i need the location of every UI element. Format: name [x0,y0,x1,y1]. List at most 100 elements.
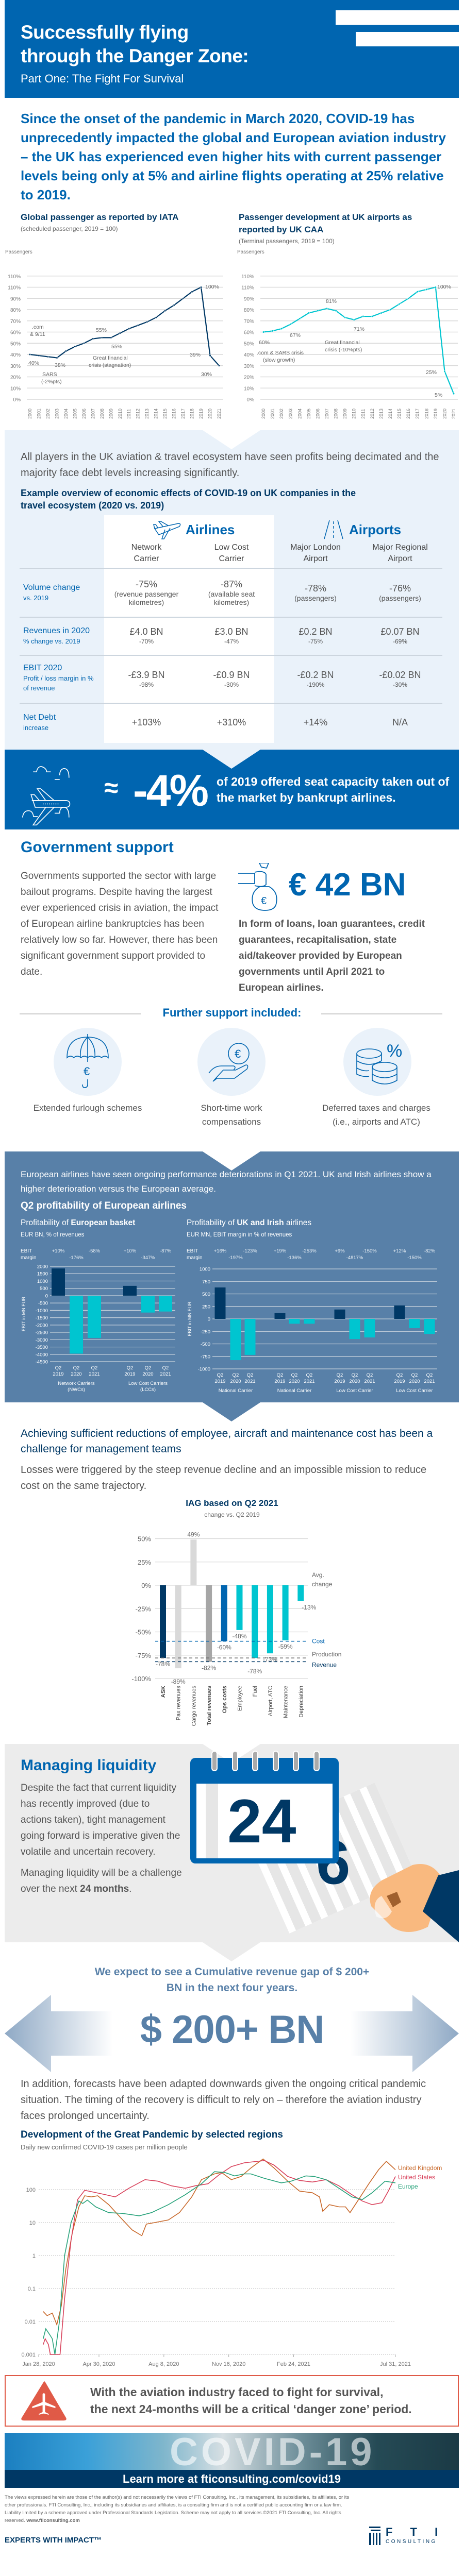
airlines-column-bg [104,515,274,743]
data-point [416,291,419,293]
page-subtitle: Part One: The Fight For Survival [21,72,184,85]
group-label: (NWCs) [68,1387,85,1393]
margin-value: -150% [362,1248,377,1254]
x-tick-label: 2013 [378,409,384,419]
data-label: -59% [278,1643,293,1650]
y-tick-label: 2000 [37,1264,48,1270]
x-tick-label: 2015 [397,409,402,419]
further-support-item: Short-time work compensations [201,1103,262,1127]
uk-caa-passenger-chart: Passengers 0% 10% 20% 30% 40% 50% 60% 70% 80% 90% 1… [237,249,458,419]
data-point [191,291,193,293]
fti-logo-mark-icon [369,2527,380,2545]
x-tick-label: Airport, ATC [268,1686,274,1716]
y-tick-label: 10% [244,386,254,392]
data-point [146,320,148,324]
coins-percent-icon: % [356,1041,402,1084]
x-tick-label: Cargo revenues [191,1686,197,1726]
taxes-icon-circle: % [343,1028,411,1096]
y-tick-label: 0% [247,397,255,403]
chart-subtitle: Daily new confirmed COVID-19 cases per m… [21,2143,188,2151]
data-point [119,332,121,334]
x-tick-label: Feb 24, 2021 [277,2361,310,2367]
further-support-item: Extended furlough schemes [33,1103,142,1113]
category-label: 2021 [160,1371,171,1377]
x-tick-label: Fuel [252,1686,258,1697]
row-divider [20,617,442,618]
airplane-icon [153,521,181,539]
axis-title: Passengers [5,249,32,255]
table-cell: +14% [303,717,328,727]
data-point [380,312,383,314]
bar [304,1319,315,1324]
data-point [434,286,437,289]
x-tick-label: 2021 [451,409,456,419]
table-cell: +310% [217,717,246,727]
data-point [443,370,446,372]
category-label: Q2 [352,1372,358,1378]
y-tick-label: 110% [241,274,254,280]
data-label: -82% [202,1664,216,1671]
x-tick-label: 2010 [352,409,357,419]
column-header: Network Carrier [131,543,162,563]
x-tick-label: 2002 [279,409,284,419]
y-tick-label: -250 [201,1329,210,1335]
bar [175,1585,181,1669]
y-tick-label: 80% [244,308,254,313]
data-point [200,286,203,289]
x-tick-label: 2011 [126,409,131,419]
bar [394,1305,405,1319]
y-tick-label: 50% [138,1535,151,1543]
category-label: 2020 [230,1379,241,1384]
category-label: 2019 [334,1379,345,1384]
table-cell: N/A [392,717,408,727]
x-tick-label: 2020 [208,409,213,419]
column-header: Low Cost Carrier [214,543,249,563]
airlines-header: Airlines [153,519,235,540]
y-tick-label: 90% [10,296,21,302]
y-tick-label: 110% [8,285,21,291]
tagline: EXPERTS WITH IMPACT™ [5,2536,102,2545]
category-label: 2019 [124,1371,135,1377]
chart-annotation: 38% [55,362,65,368]
data-label: -89% [171,1678,186,1685]
data-point [362,315,364,318]
y-tick-label: 0.01 [25,2319,36,2325]
chart-title: Global passenger as reported by IATA [21,212,179,222]
table-cell: -78% (passengers) [294,583,337,602]
y-tick-label: 100 [26,2187,36,2193]
data-point [164,310,167,312]
website-link[interactable]: www.fticonsulting.com [26,2518,80,2523]
y-tick-label: 0 [208,1317,210,1323]
y-tick-label: 0.1 [28,2286,36,2292]
chart-annotation: 40% [28,360,39,366]
y-tick-label: 25% [138,1558,151,1566]
x-tick-label: 2003 [288,409,293,419]
liquidity-body: Despite the fact that current liquidity … [21,1780,183,1897]
svg-text:€: € [84,1065,90,1078]
decor-stripe [356,32,459,46]
x-tick-label: 2020 [442,409,447,419]
data-label: -78% [247,1668,262,1675]
data-point [407,297,410,300]
x-tick-label: 2019 [198,409,204,419]
data-point [128,327,130,330]
data-point [155,316,157,319]
y-tick-label: -1500 [36,1315,48,1321]
row-label: Volume change vs. 2019 [23,583,80,602]
category-label: 2021 [424,1379,435,1384]
bar [349,1319,360,1340]
y-tick-label: 10 [29,2220,36,2226]
data-point [137,324,139,327]
margin-value: +10% [124,1248,137,1254]
y-tick-label: -1000 [36,1308,48,1314]
svg-text:%: % [387,1041,402,1061]
svg-text:€: € [261,895,267,907]
divider [321,1013,442,1014]
margin-value: -347% [141,1255,155,1261]
x-tick-label: 2005 [306,409,311,419]
chart-title: Profitability of European basket [21,1218,136,1227]
learn-more-link[interactable]: Learn more at fticonsulting.com/covid19 [5,2470,459,2488]
bar [252,1585,258,1658]
category-label: Q2 [306,1372,313,1378]
